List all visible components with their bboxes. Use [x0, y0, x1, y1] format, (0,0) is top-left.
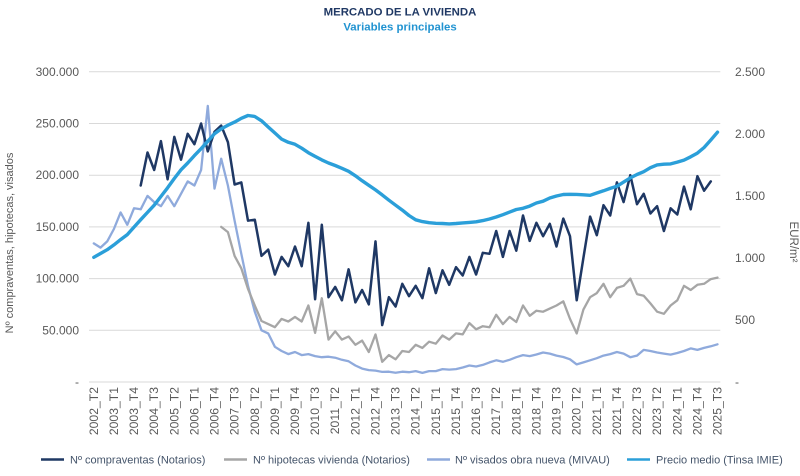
svg-text:2018_T4: 2018_T4 — [529, 387, 543, 435]
svg-text:1.000: 1.000 — [735, 251, 765, 265]
svg-text:250.000: 250.000 — [36, 117, 80, 131]
svg-text:1.500: 1.500 — [735, 189, 765, 203]
svg-text:EUR/m²: EUR/m² — [787, 222, 799, 263]
svg-text:Variables principales: Variables principales — [343, 22, 456, 34]
svg-text:2006_T1: 2006_T1 — [187, 387, 201, 435]
svg-text:2019_T3: 2019_T3 — [550, 387, 564, 435]
svg-text:2003_T4: 2003_T4 — [127, 387, 141, 435]
svg-text:2023_T2: 2023_T2 — [650, 387, 664, 435]
svg-text:2005_T2: 2005_T2 — [167, 387, 181, 435]
svg-text:-: - — [735, 375, 739, 389]
svg-text:2002_T2: 2002_T2 — [87, 387, 101, 435]
svg-text:100.000: 100.000 — [36, 272, 80, 286]
svg-text:2008_T2: 2008_T2 — [248, 387, 262, 435]
svg-text:300.000: 300.000 — [36, 65, 80, 79]
svg-text:150.000: 150.000 — [36, 220, 80, 234]
svg-text:500: 500 — [735, 313, 755, 327]
svg-text:2025_T3: 2025_T3 — [711, 387, 725, 435]
svg-text:50.000: 50.000 — [42, 323, 79, 337]
svg-text:2011_T2: 2011_T2 — [328, 387, 342, 434]
svg-text:2.500: 2.500 — [735, 65, 765, 79]
svg-text:2020_T2: 2020_T2 — [570, 387, 584, 435]
svg-text:2003_T1: 2003_T1 — [107, 387, 121, 435]
svg-text:2012_T4: 2012_T4 — [369, 387, 383, 435]
svg-text:200.000: 200.000 — [36, 168, 80, 182]
svg-text:2004_T3: 2004_T3 — [147, 387, 161, 435]
svg-text:2021_T4: 2021_T4 — [610, 387, 624, 435]
svg-text:2010_T3: 2010_T3 — [308, 387, 322, 435]
svg-text:2014_T2: 2014_T2 — [409, 387, 423, 435]
svg-text:2.000: 2.000 — [735, 127, 765, 141]
svg-text:Nº hipotecas vivienda (Notario: Nº hipotecas vivienda (Notarios) — [253, 455, 410, 467]
svg-text:-: - — [75, 375, 79, 389]
svg-text:2021_T1: 2021_T1 — [590, 387, 604, 435]
svg-text:2022_T3: 2022_T3 — [630, 387, 644, 435]
svg-text:2007_T3: 2007_T3 — [228, 387, 242, 435]
svg-text:Precio medio (Tinsa IMIE): Precio medio (Tinsa IMIE) — [656, 455, 783, 467]
svg-text:2015_T1: 2015_T1 — [429, 387, 443, 435]
svg-text:2009_T4: 2009_T4 — [288, 387, 302, 435]
svg-text:Nº compraventas, hipotecas, vi: Nº compraventas, hipotecas, visados — [4, 152, 16, 333]
svg-text:2017_T2: 2017_T2 — [489, 387, 503, 435]
svg-text:2018_T1: 2018_T1 — [509, 387, 523, 435]
svg-text:2024_T4: 2024_T4 — [690, 387, 704, 435]
svg-text:Nº compraventas (Notarios): Nº compraventas (Notarios) — [70, 455, 205, 467]
svg-text:Nº visados obra nueva (MIVAU): Nº visados obra nueva (MIVAU) — [455, 455, 610, 467]
svg-text:2016_T3: 2016_T3 — [469, 387, 483, 435]
svg-text:2015_T4: 2015_T4 — [449, 387, 463, 435]
svg-text:2006_T4: 2006_T4 — [208, 387, 222, 435]
svg-text:2009_T1: 2009_T1 — [268, 387, 282, 435]
svg-text:2012_T1: 2012_T1 — [348, 387, 362, 435]
svg-text:2024_T1: 2024_T1 — [670, 387, 684, 435]
svg-text:2013_T3: 2013_T3 — [389, 387, 403, 435]
svg-text:MERCADO DE LA VIVIENDA: MERCADO DE LA VIVIENDA — [324, 7, 477, 19]
